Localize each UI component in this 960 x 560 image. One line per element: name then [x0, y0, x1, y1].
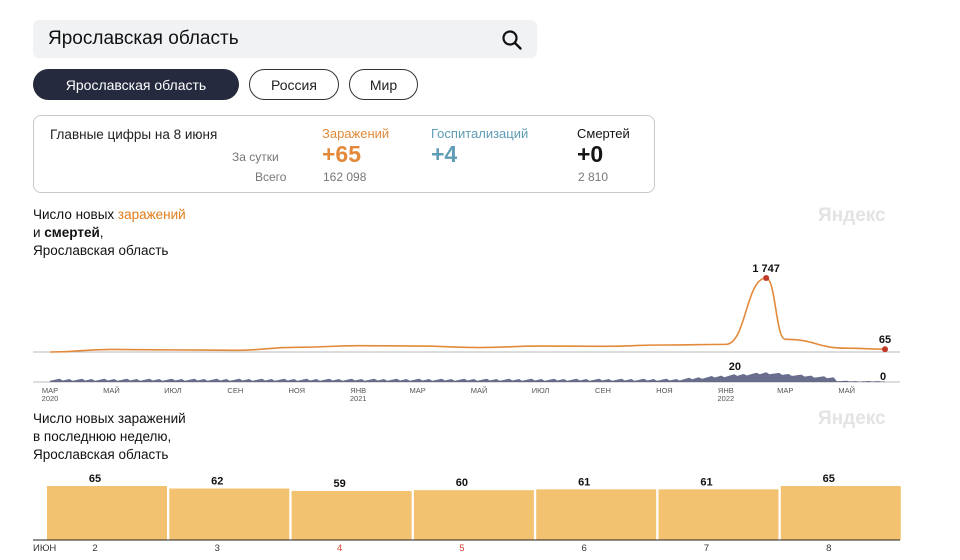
hospitalizations-daily: +4 [431, 141, 458, 167]
x-tick-day: 4 [337, 543, 342, 554]
chart1-title-line2-prefix: и [33, 225, 45, 240]
deaths-last-label: 0 [880, 371, 886, 383]
deaths-total: 2 810 [578, 170, 609, 184]
x-tick-month: ЯНВ [718, 386, 734, 395]
x-tick-month: ИЮЛ [164, 386, 182, 395]
weekly-infections-chart[interactable]: 65 2 62 3 59 4 60 5 61 6 61 7 65 8 ИЮН [0, 462, 960, 560]
bar [536, 489, 657, 540]
last-label: 65 [879, 334, 891, 346]
bar [291, 490, 412, 540]
peak-point [763, 275, 770, 281]
x-tick-year: 2020 [42, 394, 59, 403]
summary-card: Главные цифры на 8 июня За сутки Всего З… [33, 115, 655, 193]
x-tick-day: 8 [826, 543, 831, 554]
bar [780, 486, 901, 540]
x-tick-month: НОЯ [656, 386, 673, 395]
deaths-label: Смертей [577, 126, 630, 141]
x-tick-month: МАР [42, 386, 58, 395]
x-tick-month: ИЮЛ [532, 386, 550, 395]
x-tick-year: 2021 [350, 394, 367, 403]
infections-daily: +65 [322, 141, 362, 167]
x-tick-month: СЕН [227, 386, 243, 395]
x-tick-month: СЕН [595, 386, 611, 395]
chart2-title-line2: в последнюю неделю, [33, 429, 172, 444]
bar-label: 61 [700, 476, 712, 488]
x-tick-day: 3 [215, 543, 220, 554]
bar-label: 59 [333, 478, 345, 490]
yandex-logo-2: Яндекс [818, 408, 886, 429]
bar [47, 486, 167, 540]
x-tick-month: НОЯ [289, 386, 306, 395]
search-icon[interactable] [501, 29, 523, 51]
infections-line [49, 277, 886, 353]
chip-yaroslavl-region[interactable]: Ярославская область [33, 69, 239, 100]
chip-world[interactable]: Мир [349, 69, 418, 100]
chart1-title-bold: смертей [44, 225, 100, 240]
x-tick-month: МАР [777, 386, 793, 395]
row-label-total: Всего [255, 170, 287, 184]
search-input[interactable] [48, 20, 488, 58]
x-tick-month: МАЙ [838, 386, 855, 395]
x-tick-month: МАР [410, 386, 426, 395]
deaths-peak-label: 20 [729, 361, 741, 373]
chart1-title-prefix: Число новых [33, 207, 118, 222]
peak-label: 1 747 [752, 263, 780, 275]
x-tick-month: МАЙ [471, 386, 488, 395]
chart1-title-line2-suffix: , [99, 225, 104, 240]
x-tick-year: 2022 [718, 394, 735, 403]
x-tick-month: МАЙ [103, 386, 120, 395]
x-month-label: ИЮН [33, 543, 56, 554]
yandex-logo: Яндекс [818, 205, 886, 226]
search-box[interactable] [33, 20, 537, 58]
bar [169, 488, 290, 540]
bar-label: 65 [89, 473, 101, 485]
deaths-daily: +0 [577, 141, 604, 167]
infections-total: 162 098 [323, 170, 367, 184]
x-tick-month: ЯНВ [350, 386, 366, 395]
x-tick-day: 7 [704, 543, 709, 554]
row-label-daily: За сутки [232, 150, 279, 164]
bar-label: 62 [211, 475, 223, 487]
bar-label: 61 [578, 476, 590, 488]
x-tick-day: 5 [459, 543, 464, 554]
chart2-title-line1: Число новых заражений [33, 411, 186, 426]
x-tick-day: 2 [92, 543, 97, 554]
bar-label: 65 [823, 473, 835, 485]
bar-label: 60 [456, 477, 468, 489]
summary-title: Главные цифры на 8 июня [50, 127, 218, 142]
deaths-area [50, 372, 885, 382]
bar [658, 489, 779, 540]
chart2-title: Число новых заражений в последнюю неделю… [33, 410, 186, 464]
bar [413, 490, 534, 540]
chart2-title-line3: Ярославская область [33, 447, 169, 462]
chart1-title-region: Ярославская область [33, 243, 169, 258]
chart1-title-highlight: заражений [117, 207, 186, 222]
chip-russia[interactable]: Россия [249, 69, 339, 100]
last-point [882, 346, 888, 353]
hospitalizations-label: Госпитализаций [431, 126, 529, 141]
infections-label: Заражений [322, 126, 390, 141]
chart1-title: Число новых заражений и смертей, Ярослав… [33, 206, 186, 260]
x-tick-day: 6 [582, 543, 587, 554]
